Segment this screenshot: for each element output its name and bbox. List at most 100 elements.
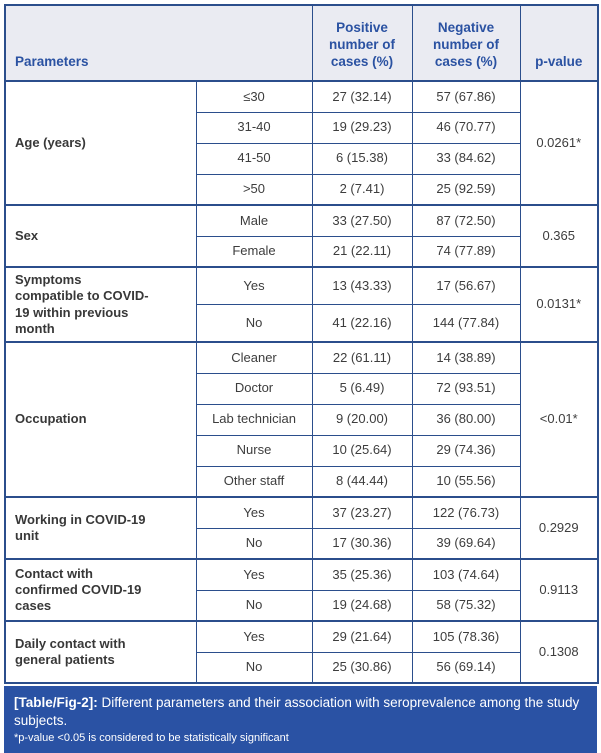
header-row: Parameters Positive number of cases (%) … <box>4 4 599 82</box>
positive-cell: 25 (30.86) <box>311 651 413 684</box>
table-row: No 25 (30.86) 56 (69.14) <box>5 651 598 684</box>
table-row: Lab technician 9 (20.00) 36 (80.00) <box>5 403 598 436</box>
negative-cell: 17 (56.67) <box>411 266 521 305</box>
table-caption: [Table/Fig-2]: Different parameters and … <box>4 686 597 753</box>
caption-line: [Table/Fig-2]: Different parameters and … <box>14 694 587 729</box>
positive-cell: 22 (61.11) <box>311 341 413 374</box>
positive-cell: 13 (43.33) <box>311 266 413 305</box>
positive-cell: 29 (21.64) <box>311 620 413 653</box>
parameter-cell-occupation: Occupation <box>4 341 197 498</box>
category-cell: >50 <box>195 173 313 206</box>
negative-cell: 103 (74.64) <box>411 558 521 591</box>
negative-cell: 39 (69.64) <box>411 527 521 560</box>
negative-cell: 33 (84.62) <box>411 142 521 175</box>
category-cell: Yes <box>195 266 313 305</box>
parameter-cell-symptoms: Symptoms compatible to COVID-19 within p… <box>4 266 197 343</box>
negative-cell: 25 (92.59) <box>411 173 521 206</box>
pvalue-cell: 0.365 <box>519 204 599 268</box>
negative-cell: 56 (69.14) <box>411 651 521 684</box>
pvalue-cell: 0.9113 <box>519 558 599 622</box>
table-row: Working in COVID-19 unit Yes 37 (23.27) … <box>4 496 599 560</box>
col-header-pvalue: p-value <box>519 4 599 82</box>
table-row: Daily contact with general patients Yes … <box>4 620 599 684</box>
negative-cell: 105 (78.36) <box>411 620 521 653</box>
negative-cell: 14 (38.89) <box>411 341 521 374</box>
category-cell: Male <box>195 204 313 237</box>
table-row: Occupation Cleaner 22 (61.11) 14 (38.89)… <box>4 341 599 498</box>
negative-cell: 87 (72.50) <box>411 204 521 237</box>
positive-cell: 27 (32.14) <box>311 80 413 113</box>
category-cell: Doctor <box>195 372 313 405</box>
category-cell: No <box>195 589 313 622</box>
positive-cell: 19 (29.23) <box>311 111 413 144</box>
negative-cell: 36 (80.00) <box>411 403 521 436</box>
parameter-cell-daily-contact: Daily contact with general patients <box>4 620 197 684</box>
col-header-negative: Negative number of cases (%) <box>411 4 521 82</box>
table-row: Symptoms compatible to COVID-19 within p… <box>4 266 599 343</box>
pvalue-cell: 0.2929 <box>519 496 599 560</box>
seroprevalence-table: Parameters Positive number of cases (%) … <box>4 4 599 684</box>
positive-cell: 5 (6.49) <box>311 372 413 405</box>
negative-cell: 122 (76.73) <box>411 496 521 529</box>
positive-cell: 41 (22.16) <box>311 304 413 343</box>
category-cell: No <box>195 651 313 684</box>
category-cell: No <box>195 304 313 343</box>
negative-cell: 57 (67.86) <box>411 80 521 113</box>
pvalue-cell: 0.0131* <box>519 266 599 343</box>
table-row: Female 21 (22.11) 74 (77.89) <box>5 235 598 268</box>
positive-cell: 8 (44.44) <box>311 465 413 498</box>
pvalue-cell: <0.01* <box>519 341 599 498</box>
category-cell: Yes <box>195 558 313 591</box>
category-cell: ≤30 <box>195 80 313 113</box>
table-row: Doctor 5 (6.49) 72 (93.51) <box>5 372 598 405</box>
pvalue-cell: 0.1308 <box>519 620 599 684</box>
positive-cell: 17 (30.36) <box>311 527 413 560</box>
category-cell: 31-40 <box>195 111 313 144</box>
negative-cell: 46 (70.77) <box>411 111 521 144</box>
parameter-cell-working-unit: Working in COVID-19 unit <box>4 496 197 560</box>
negative-cell: 144 (77.84) <box>411 304 521 343</box>
positive-cell: 37 (23.27) <box>311 496 413 529</box>
table-row: No 41 (22.16) 144 (77.84) <box>5 304 598 343</box>
table-row: Nurse 10 (25.64) 29 (74.36) <box>5 434 598 467</box>
parameter-cell-age: Age (years) <box>4 80 197 206</box>
table-row: 41-50 6 (15.38) 33 (84.62) <box>5 142 598 175</box>
parameter-cell-contact-confirmed: Contact with confirmed COVID-19 cases <box>4 558 197 622</box>
caption-text: Different parameters and their associati… <box>14 695 580 728</box>
positive-cell: 6 (15.38) <box>311 142 413 175</box>
negative-cell: 29 (74.36) <box>411 434 521 467</box>
category-cell: Other staff <box>195 465 313 498</box>
positive-cell: 35 (25.36) <box>311 558 413 591</box>
col-header-positive: Positive number of cases (%) <box>311 4 413 82</box>
table-row: Sex Male 33 (27.50) 87 (72.50) 0.365 <box>4 204 599 268</box>
caption-label: [Table/Fig-2]: <box>14 695 98 710</box>
negative-cell: 72 (93.51) <box>411 372 521 405</box>
table-row: Age (years) ≤30 27 (32.14) 57 (67.86) 0.… <box>4 80 599 206</box>
parameter-cell-sex: Sex <box>4 204 197 268</box>
table-row: No 17 (30.36) 39 (69.64) <box>5 527 598 560</box>
col-header-parameters: Parameters <box>4 4 313 82</box>
negative-cell: 10 (55.56) <box>411 465 521 498</box>
positive-cell: 2 (7.41) <box>311 173 413 206</box>
category-cell: Cleaner <box>195 341 313 374</box>
positive-cell: 10 (25.64) <box>311 434 413 467</box>
category-cell: 41-50 <box>195 142 313 175</box>
table-row: No 19 (24.68) 58 (75.32) <box>5 589 598 622</box>
negative-cell: 58 (75.32) <box>411 589 521 622</box>
positive-cell: 9 (20.00) <box>311 403 413 436</box>
category-cell: Lab technician <box>195 403 313 436</box>
caption-footnote: *p-value <0.05 is considered to be stati… <box>14 732 289 745</box>
table-row: >50 2 (7.41) 25 (92.59) <box>5 173 598 206</box>
table-row: 31-40 19 (29.23) 46 (70.77) <box>5 111 598 144</box>
category-cell: Yes <box>195 620 313 653</box>
category-cell: Nurse <box>195 434 313 467</box>
category-cell: No <box>195 527 313 560</box>
table-row: Contact with confirmed COVID-19 cases Ye… <box>4 558 599 622</box>
category-cell: Female <box>195 235 313 268</box>
negative-cell: 74 (77.89) <box>411 235 521 268</box>
positive-cell: 19 (24.68) <box>311 589 413 622</box>
positive-cell: 33 (27.50) <box>311 204 413 237</box>
category-cell: Yes <box>195 496 313 529</box>
pvalue-cell: 0.0261* <box>519 80 599 206</box>
